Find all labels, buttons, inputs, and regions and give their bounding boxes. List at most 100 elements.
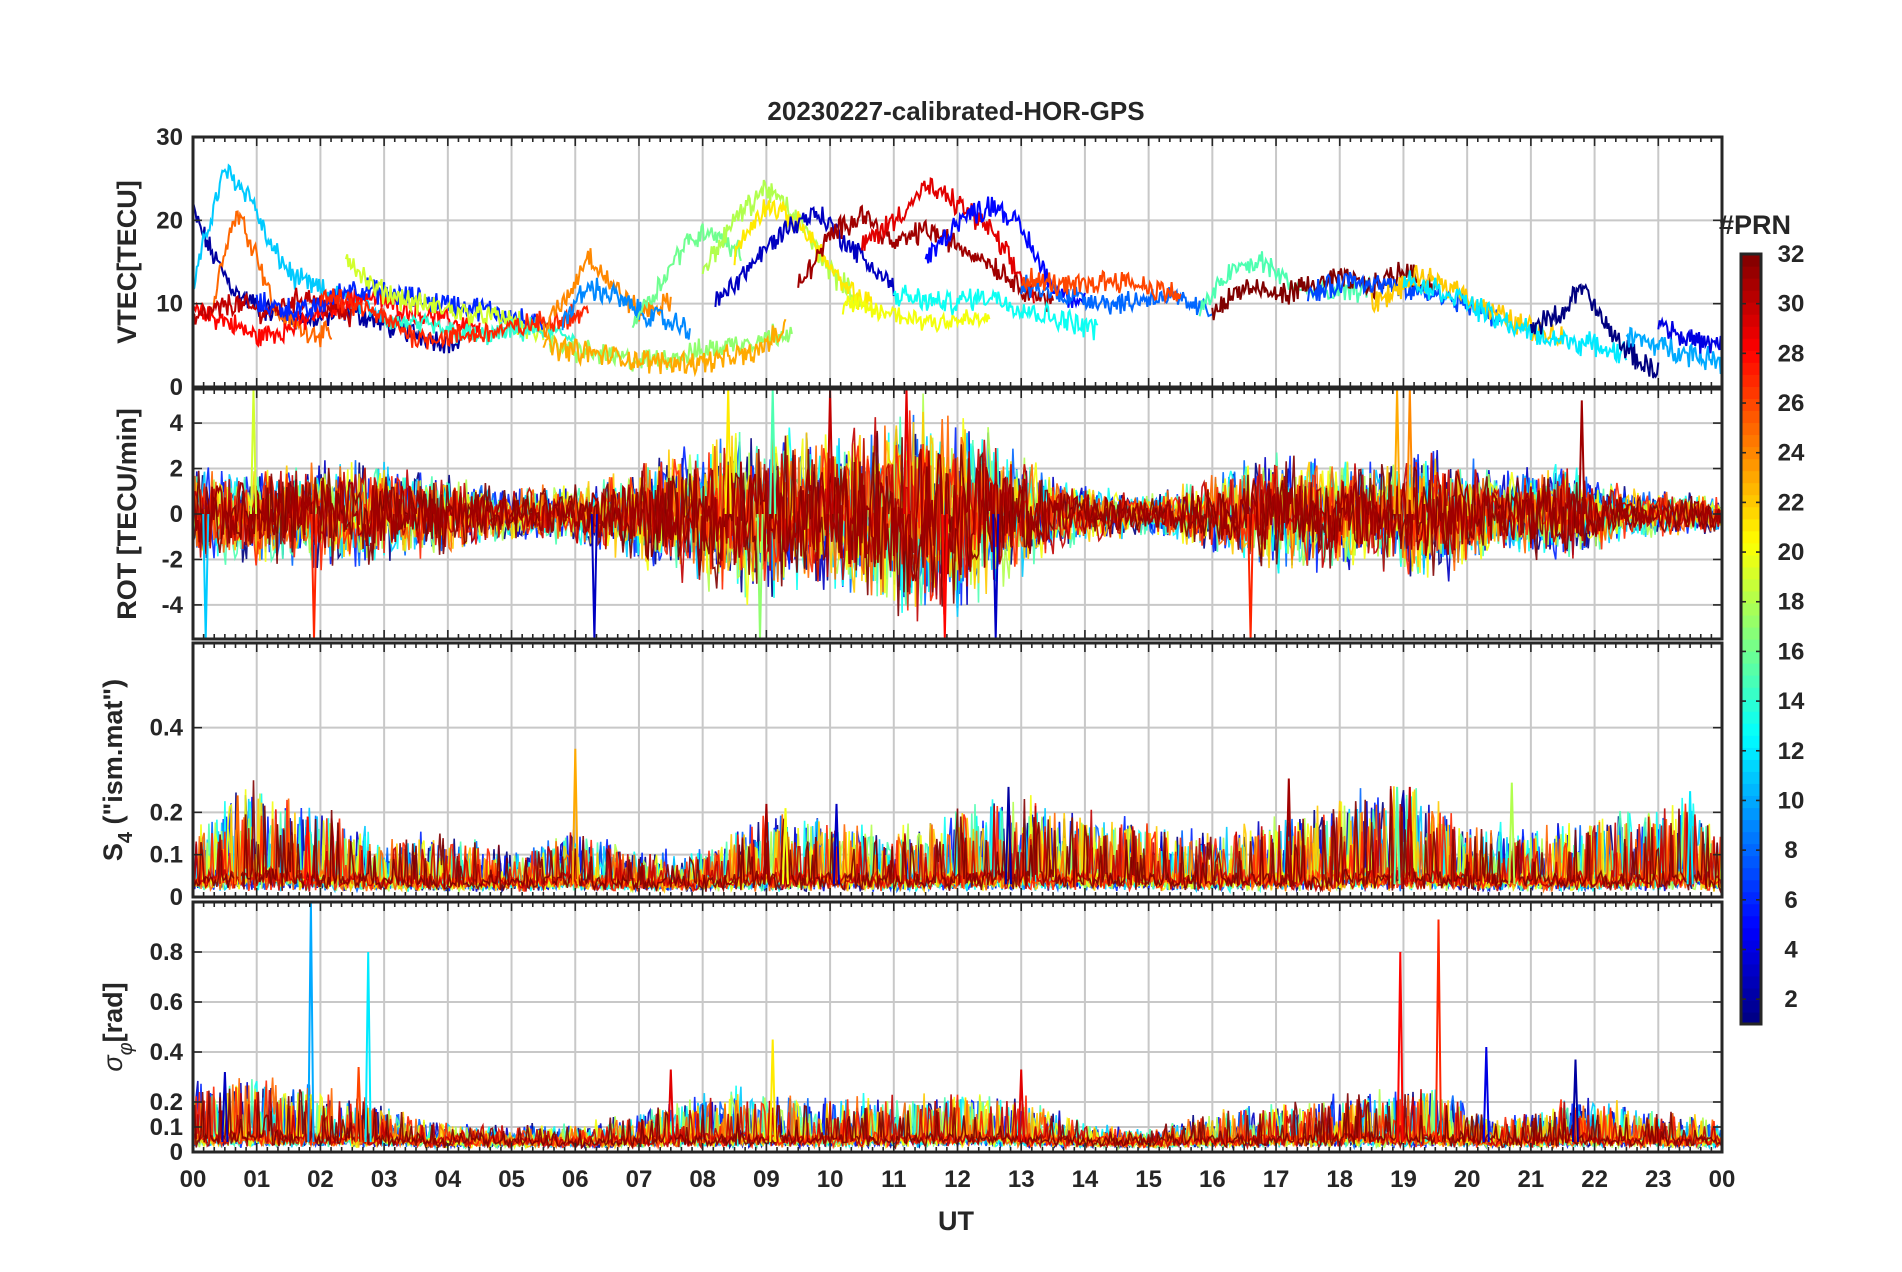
colorbar-tick-label: 14: [1778, 688, 1805, 715]
colorbar-segment: [1741, 470, 1761, 484]
colorbar-tick-label: 16: [1778, 638, 1805, 665]
x-tick-label: 02: [307, 1166, 334, 1193]
colorbar-segment: [1741, 446, 1761, 460]
colorbar-segment: [1741, 939, 1761, 953]
x-tick-label: 10: [817, 1166, 844, 1193]
x-tick-label: 13: [1008, 1166, 1035, 1193]
colorbar-tick-label: 12: [1778, 738, 1805, 765]
colorbar-segment: [1741, 867, 1761, 881]
series-prn-12: [1402, 270, 1628, 364]
colorbar-segment: [1741, 530, 1761, 544]
spike-prn-20: [781, 808, 789, 885]
x-tick-label: 07: [626, 1166, 653, 1193]
colorbar-segment: [1741, 951, 1761, 965]
series-prn-9: [561, 277, 691, 340]
y-tick-label: 0.6: [150, 989, 183, 1016]
spike-prn-28: [1396, 951, 1404, 1143]
spike-prn-28: [304, 816, 312, 885]
series-prn-3: [714, 206, 895, 308]
colorbar-segment: [1741, 747, 1761, 760]
spike-prn-3: [590, 513, 598, 639]
colorbar-segment: [1741, 554, 1761, 568]
y-tick-label: 20: [156, 207, 183, 234]
colorbar-tick-label: 30: [1778, 291, 1805, 318]
y-axis-label-sigma_phi: σφ[rad]: [98, 982, 137, 1071]
y-tick-label: 30: [156, 124, 183, 151]
colorbar-segment: [1741, 566, 1761, 580]
colorbar-segment: [1741, 602, 1761, 616]
colorbar-segment: [1741, 590, 1761, 604]
x-tick-label: 06: [562, 1166, 589, 1193]
colorbar-tick-label: 28: [1778, 340, 1805, 367]
data-lines: [193, 902, 1722, 1151]
y-tick-label: 4: [170, 410, 184, 437]
y-tick-label: 0.1: [150, 1114, 183, 1141]
panel-rot: -4 -2 0 2 4 ROT [TECU/min]: [112, 387, 1724, 641]
colorbar-segment: [1741, 434, 1761, 448]
spike-prn-24: [1406, 389, 1414, 515]
x-tick-label: 14: [1072, 1166, 1099, 1193]
colorbar-segment: [1741, 771, 1761, 784]
panel-sigma_phi: 00.10.2 0.4 0.6 0.8 σφ[rad] 00 01 02 03 04 05 06 07 0…: [98, 900, 1735, 1193]
colorbar-segment: [1741, 735, 1761, 748]
colorbar-tick-label: 24: [1778, 440, 1805, 467]
series-prn-20: [841, 294, 991, 334]
colorbar-segment: [1741, 915, 1761, 929]
colorbar-segment: [1741, 398, 1761, 412]
y-tick-label: 0.2: [150, 1089, 183, 1116]
series-prn-1: [1529, 283, 1660, 379]
colorbar-segment: [1741, 831, 1761, 845]
series-prn-29: [860, 177, 1035, 304]
y-tick-label: 2: [170, 456, 183, 483]
y-tick-label: -4: [162, 592, 184, 619]
colorbar-tick-label: 32: [1778, 241, 1805, 268]
series-prn-32: [1211, 261, 1437, 321]
colorbar-tick-label: 8: [1784, 837, 1797, 864]
y-axis-label-subscript: 4: [115, 831, 137, 843]
spike-prn-21: [769, 1039, 777, 1143]
data-lines: [193, 163, 1722, 379]
x-tick-label: 04: [434, 1166, 461, 1193]
y-axis-label-text: ("ism.mat"): [98, 679, 128, 832]
colorbar-segment: [1741, 314, 1761, 327]
x-tick-label: 15: [1135, 1166, 1162, 1193]
spike-prn-26: [355, 1066, 363, 1143]
colorbar-tick-label: 26: [1778, 390, 1805, 417]
colorbar-segment: [1741, 338, 1761, 351]
spike-prn-12: [1686, 791, 1694, 885]
y-tick-label: 0.4: [150, 1039, 184, 1066]
x-tick-label: 11: [881, 1166, 906, 1193]
y-tick-label: 0.8: [150, 939, 183, 966]
x-tick-label: 23: [1645, 1166, 1672, 1193]
colorbar-segment: [1741, 795, 1761, 809]
colorbar-segment: [1741, 639, 1761, 652]
colorbar-segment: [1741, 626, 1761, 640]
x-tick-label: 21: [1518, 1166, 1545, 1193]
spike-prn-30: [1406, 786, 1414, 885]
spike-prn-31: [762, 803, 770, 885]
x-tick-label: 09: [753, 1166, 780, 1193]
series-prn-6: [255, 277, 545, 336]
spike-prn-11: [202, 513, 210, 639]
colorbar-segment: [1741, 903, 1761, 917]
y-tick-label: 10: [156, 291, 183, 318]
colorbar-segment: [1741, 302, 1761, 315]
y-tick-label: 0: [170, 1139, 183, 1166]
colorbar-segment: [1741, 1011, 1761, 1025]
spike-prn-23: [1393, 389, 1401, 515]
x-tick-label: 16: [1199, 1166, 1226, 1193]
spike-prn-4: [1482, 1046, 1490, 1143]
colorbar-label: #PRN: [1719, 210, 1791, 240]
x-tick-label: 05: [498, 1166, 525, 1193]
colorbar-segment: [1741, 759, 1761, 772]
colorbar-segment: [1741, 410, 1761, 424]
spike-prn-21: [724, 389, 732, 515]
spike-prn-23: [571, 748, 579, 885]
y-axis-label-subscript: φ: [115, 1042, 137, 1055]
colorbar-segment: [1741, 362, 1761, 375]
spike-prn-3: [832, 803, 840, 885]
spike-prn-25: [234, 795, 242, 885]
series-prn-10: [1625, 326, 1722, 375]
series-prn-13: [892, 284, 1099, 341]
